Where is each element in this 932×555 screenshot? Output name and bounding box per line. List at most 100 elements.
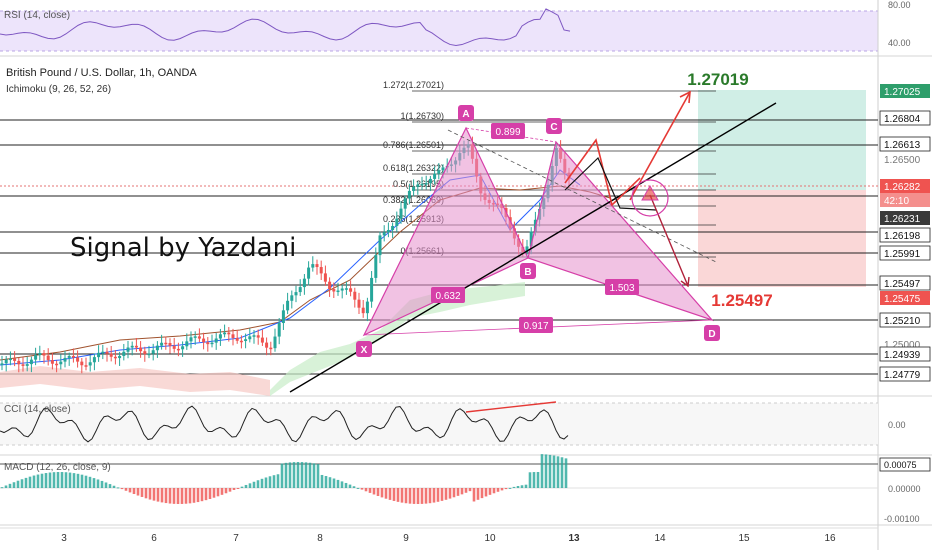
candlestick[interactable]	[160, 342, 164, 346]
candlestick[interactable]	[370, 277, 374, 302]
candlestick[interactable]	[529, 231, 533, 247]
candlestick[interactable]	[235, 337, 239, 341]
candlestick[interactable]	[349, 288, 353, 292]
pattern-point-badge[interactable]	[704, 325, 720, 341]
candlestick[interactable]	[391, 226, 395, 230]
long-target-arrow[interactable]	[629, 91, 691, 201]
pattern-point-badge[interactable]	[546, 118, 562, 134]
candlestick[interactable]	[101, 351, 105, 354]
candlestick[interactable]	[382, 232, 386, 236]
candlestick[interactable]	[218, 334, 222, 339]
candlestick[interactable]	[424, 183, 428, 185]
candlestick[interactable]	[332, 289, 336, 292]
candlestick[interactable]	[407, 190, 411, 199]
candlestick[interactable]	[143, 351, 147, 355]
candlestick[interactable]	[328, 281, 332, 290]
candlestick[interactable]	[269, 347, 273, 350]
candlestick[interactable]	[273, 336, 277, 349]
candlestick[interactable]	[260, 337, 264, 343]
candlestick[interactable]	[412, 186, 416, 191]
candlestick[interactable]	[290, 295, 294, 301]
candlestick[interactable]	[164, 342, 168, 345]
candlestick[interactable]	[38, 353, 42, 356]
candlestick[interactable]	[256, 335, 260, 338]
candlestick[interactable]	[399, 208, 403, 219]
candlestick[interactable]	[277, 323, 281, 337]
candlestick[interactable]	[80, 361, 84, 366]
candlestick[interactable]	[151, 350, 155, 354]
candlestick[interactable]	[92, 357, 96, 363]
candlestick[interactable]	[197, 336, 201, 339]
candlestick[interactable]	[172, 345, 176, 349]
candlestick[interactable]	[231, 334, 235, 338]
candlestick[interactable]	[361, 307, 365, 314]
candlestick[interactable]	[17, 360, 21, 365]
candlestick[interactable]	[344, 288, 348, 290]
candlestick[interactable]	[298, 287, 302, 293]
candlestick[interactable]	[126, 347, 130, 352]
candlestick[interactable]	[336, 290, 340, 293]
candlestick[interactable]	[302, 278, 306, 288]
candlestick[interactable]	[340, 288, 344, 291]
candlestick[interactable]	[50, 360, 54, 364]
candlestick[interactable]	[307, 267, 311, 279]
candlestick[interactable]	[210, 342, 214, 345]
candlestick[interactable]	[244, 339, 248, 342]
candlestick[interactable]	[109, 353, 113, 357]
candlestick[interactable]	[420, 183, 424, 186]
candlestick[interactable]	[378, 235, 382, 256]
candlestick[interactable]	[403, 198, 407, 209]
candlestick[interactable]	[122, 351, 126, 356]
candlestick[interactable]	[71, 355, 75, 358]
candlestick[interactable]	[105, 351, 109, 354]
candlestick[interactable]	[281, 310, 285, 324]
cci-divergence-line[interactable]	[465, 401, 557, 413]
candlestick[interactable]	[441, 167, 445, 171]
candlestick[interactable]	[374, 255, 378, 278]
candlestick[interactable]	[76, 357, 80, 362]
candlestick[interactable]	[181, 346, 185, 350]
candlestick[interactable]	[21, 364, 25, 366]
candlestick[interactable]	[29, 359, 33, 365]
candlestick[interactable]	[176, 348, 180, 351]
candlestick[interactable]	[248, 336, 252, 340]
candlestick[interactable]	[395, 218, 399, 227]
candlestick[interactable]	[88, 362, 92, 366]
candlestick[interactable]	[113, 356, 117, 359]
candlestick[interactable]	[63, 357, 67, 362]
candlestick[interactable]	[323, 273, 327, 282]
candlestick[interactable]	[0, 363, 4, 365]
candlestick[interactable]	[134, 345, 138, 348]
candlestick[interactable]	[252, 335, 256, 337]
candlestick[interactable]	[311, 264, 315, 268]
pattern-point-badge[interactable]	[458, 105, 474, 121]
candlestick[interactable]	[84, 365, 88, 367]
candlestick[interactable]	[428, 178, 432, 184]
candlestick[interactable]	[437, 170, 441, 174]
candlestick[interactable]	[223, 332, 227, 335]
candlestick[interactable]	[189, 337, 193, 342]
candlestick[interactable]	[34, 355, 38, 360]
candlestick[interactable]	[365, 301, 369, 314]
candlestick[interactable]	[416, 184, 420, 187]
entry-circle[interactable]	[631, 179, 669, 217]
pattern-point-badge[interactable]	[520, 263, 536, 279]
candlestick[interactable]	[525, 246, 529, 253]
candlestick[interactable]	[286, 300, 290, 311]
candlestick[interactable]	[319, 267, 323, 274]
candlestick[interactable]	[357, 299, 361, 308]
candlestick[interactable]	[265, 342, 269, 348]
candlestick[interactable]	[67, 355, 71, 358]
candlestick[interactable]	[42, 353, 46, 356]
candlestick[interactable]	[46, 355, 50, 361]
candlestick[interactable]	[386, 229, 390, 233]
candlestick[interactable]	[25, 364, 29, 366]
candlestick[interactable]	[13, 358, 17, 361]
candlestick[interactable]	[202, 338, 206, 343]
candlestick[interactable]	[168, 342, 172, 346]
candlestick[interactable]	[4, 359, 8, 364]
candlestick[interactable]	[97, 352, 101, 358]
candlestick[interactable]	[118, 355, 122, 359]
candlestick[interactable]	[227, 332, 231, 335]
